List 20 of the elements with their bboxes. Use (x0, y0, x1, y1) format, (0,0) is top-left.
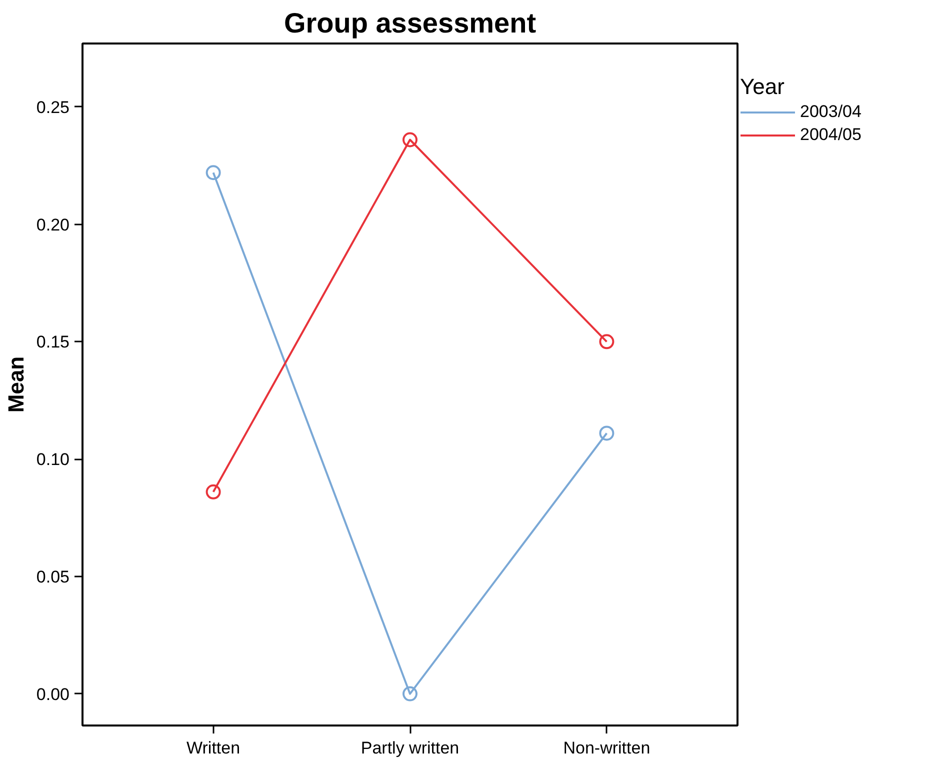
y-tick-label: 0.05 (36, 567, 70, 586)
y-tick-label: 0.00 (36, 684, 70, 704)
x-tick-label: Partly written (360, 738, 460, 758)
point (402, 686, 418, 702)
point (402, 132, 418, 148)
y-tick-label: 0.25 (36, 98, 70, 117)
legend-label: 2003/04 (800, 102, 862, 122)
y-tick-label: 0.10 (36, 450, 70, 470)
legend-title: Year (740, 74, 786, 100)
x-tick-label: Written (186, 738, 240, 758)
y-axis-title: Mean (3, 356, 28, 413)
point (206, 165, 221, 180)
point (206, 484, 221, 500)
chart-title: Group assessment (284, 8, 536, 38)
point (599, 334, 614, 350)
x-tick-label: Non-written (563, 738, 650, 758)
y-tick-label: 0.20 (36, 215, 70, 234)
legend-label: 2004/05 (800, 125, 862, 145)
point (599, 426, 614, 441)
y-tick-label: 0.15 (36, 332, 70, 352)
